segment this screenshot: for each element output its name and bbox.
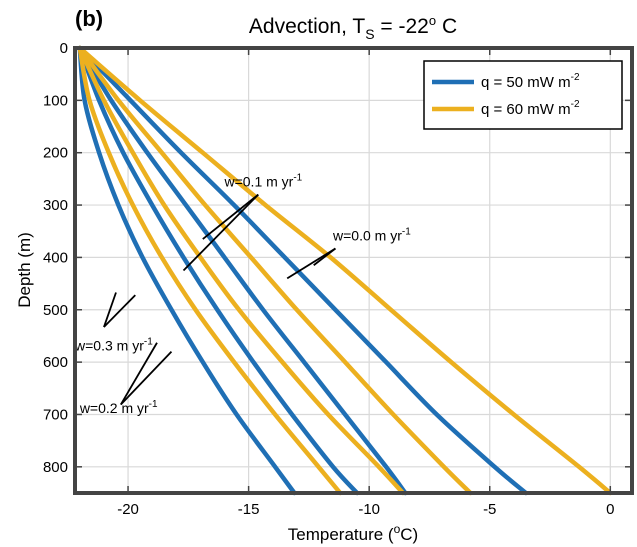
annotation-arrow xyxy=(202,193,259,240)
chart-title-tail: = -22 xyxy=(375,15,429,38)
annotation-label: w=0.3 m yr-1 xyxy=(74,337,153,354)
x-axis-label-sup: o xyxy=(394,522,401,536)
chart-title: Advection, TS = -22o C xyxy=(249,13,457,42)
annotation-arrow xyxy=(120,342,158,405)
y-tick-label: 200 xyxy=(43,145,68,162)
y-axis-label: Depth (m) xyxy=(15,232,34,308)
annotation-arrow xyxy=(182,193,259,272)
series-lines xyxy=(77,45,613,496)
y-tick-label: 500 xyxy=(43,302,68,319)
series-line-q60 xyxy=(77,45,406,496)
axis-ticks: -20 -15 -10 -5 0 0 100 200 300 400 500 600 700 800 xyxy=(43,40,632,518)
annotation-label: w=0.0 m yr-1 xyxy=(332,227,411,244)
y-tick-label: 800 xyxy=(43,459,68,476)
annotation-arrow xyxy=(103,292,117,328)
chart-title-main: Advection, T xyxy=(249,15,366,38)
y-tick-label: 400 xyxy=(43,249,68,266)
y-tick-label: 100 xyxy=(43,92,68,109)
x-tick-label: 0 xyxy=(606,501,614,518)
y-tick-label: 700 xyxy=(43,406,68,423)
series-line-q50 xyxy=(77,45,408,496)
annotation-arrow xyxy=(120,351,173,406)
series-line-q60 xyxy=(77,45,613,496)
x-tick-label: -20 xyxy=(117,501,139,518)
x-tick-label: -5 xyxy=(483,501,496,518)
annotation-label: w=0.2 m yr-1 xyxy=(79,399,158,416)
annotation-label: w=0.1 m yr-1 xyxy=(223,173,302,190)
series-line-q50 xyxy=(77,45,360,496)
series-line-q50 xyxy=(77,45,297,496)
plot-frame xyxy=(73,46,634,495)
y-tick-label: 300 xyxy=(43,197,68,214)
series-line-q60 xyxy=(77,45,473,496)
x-axis-label-end: C) xyxy=(400,525,418,544)
x-axis-label: Temperature (oC) xyxy=(288,522,418,544)
y-tick-label: 0 xyxy=(60,40,68,57)
x-axis-label-main: Temperature ( xyxy=(288,525,394,544)
series-line-q50 xyxy=(77,45,529,496)
panel-label: (b) xyxy=(75,6,103,31)
x-tick-label: -15 xyxy=(238,501,260,518)
annotation-arrow xyxy=(286,247,336,280)
y-tick-label: 600 xyxy=(43,354,68,371)
legend-label: q = 50 mW m-2 xyxy=(481,72,580,91)
legend-label: q = 60 mW m-2 xyxy=(481,99,580,118)
annotation-arrow xyxy=(103,294,136,328)
chart-title-sub: S xyxy=(365,26,374,42)
legend: q = 50 mW m-2 q = 60 mW m-2 xyxy=(423,60,623,130)
chart-title-sup: o xyxy=(429,13,436,28)
legend-box xyxy=(423,60,623,130)
chart-title-end: C xyxy=(436,15,457,38)
annotations: w=0.1 m yr-1 w=0.0 m yr-1 w=0.3 m yr-1 w=0.… xyxy=(74,173,411,416)
x-tick-label: -10 xyxy=(358,501,380,518)
series-line-q60 xyxy=(77,45,343,496)
